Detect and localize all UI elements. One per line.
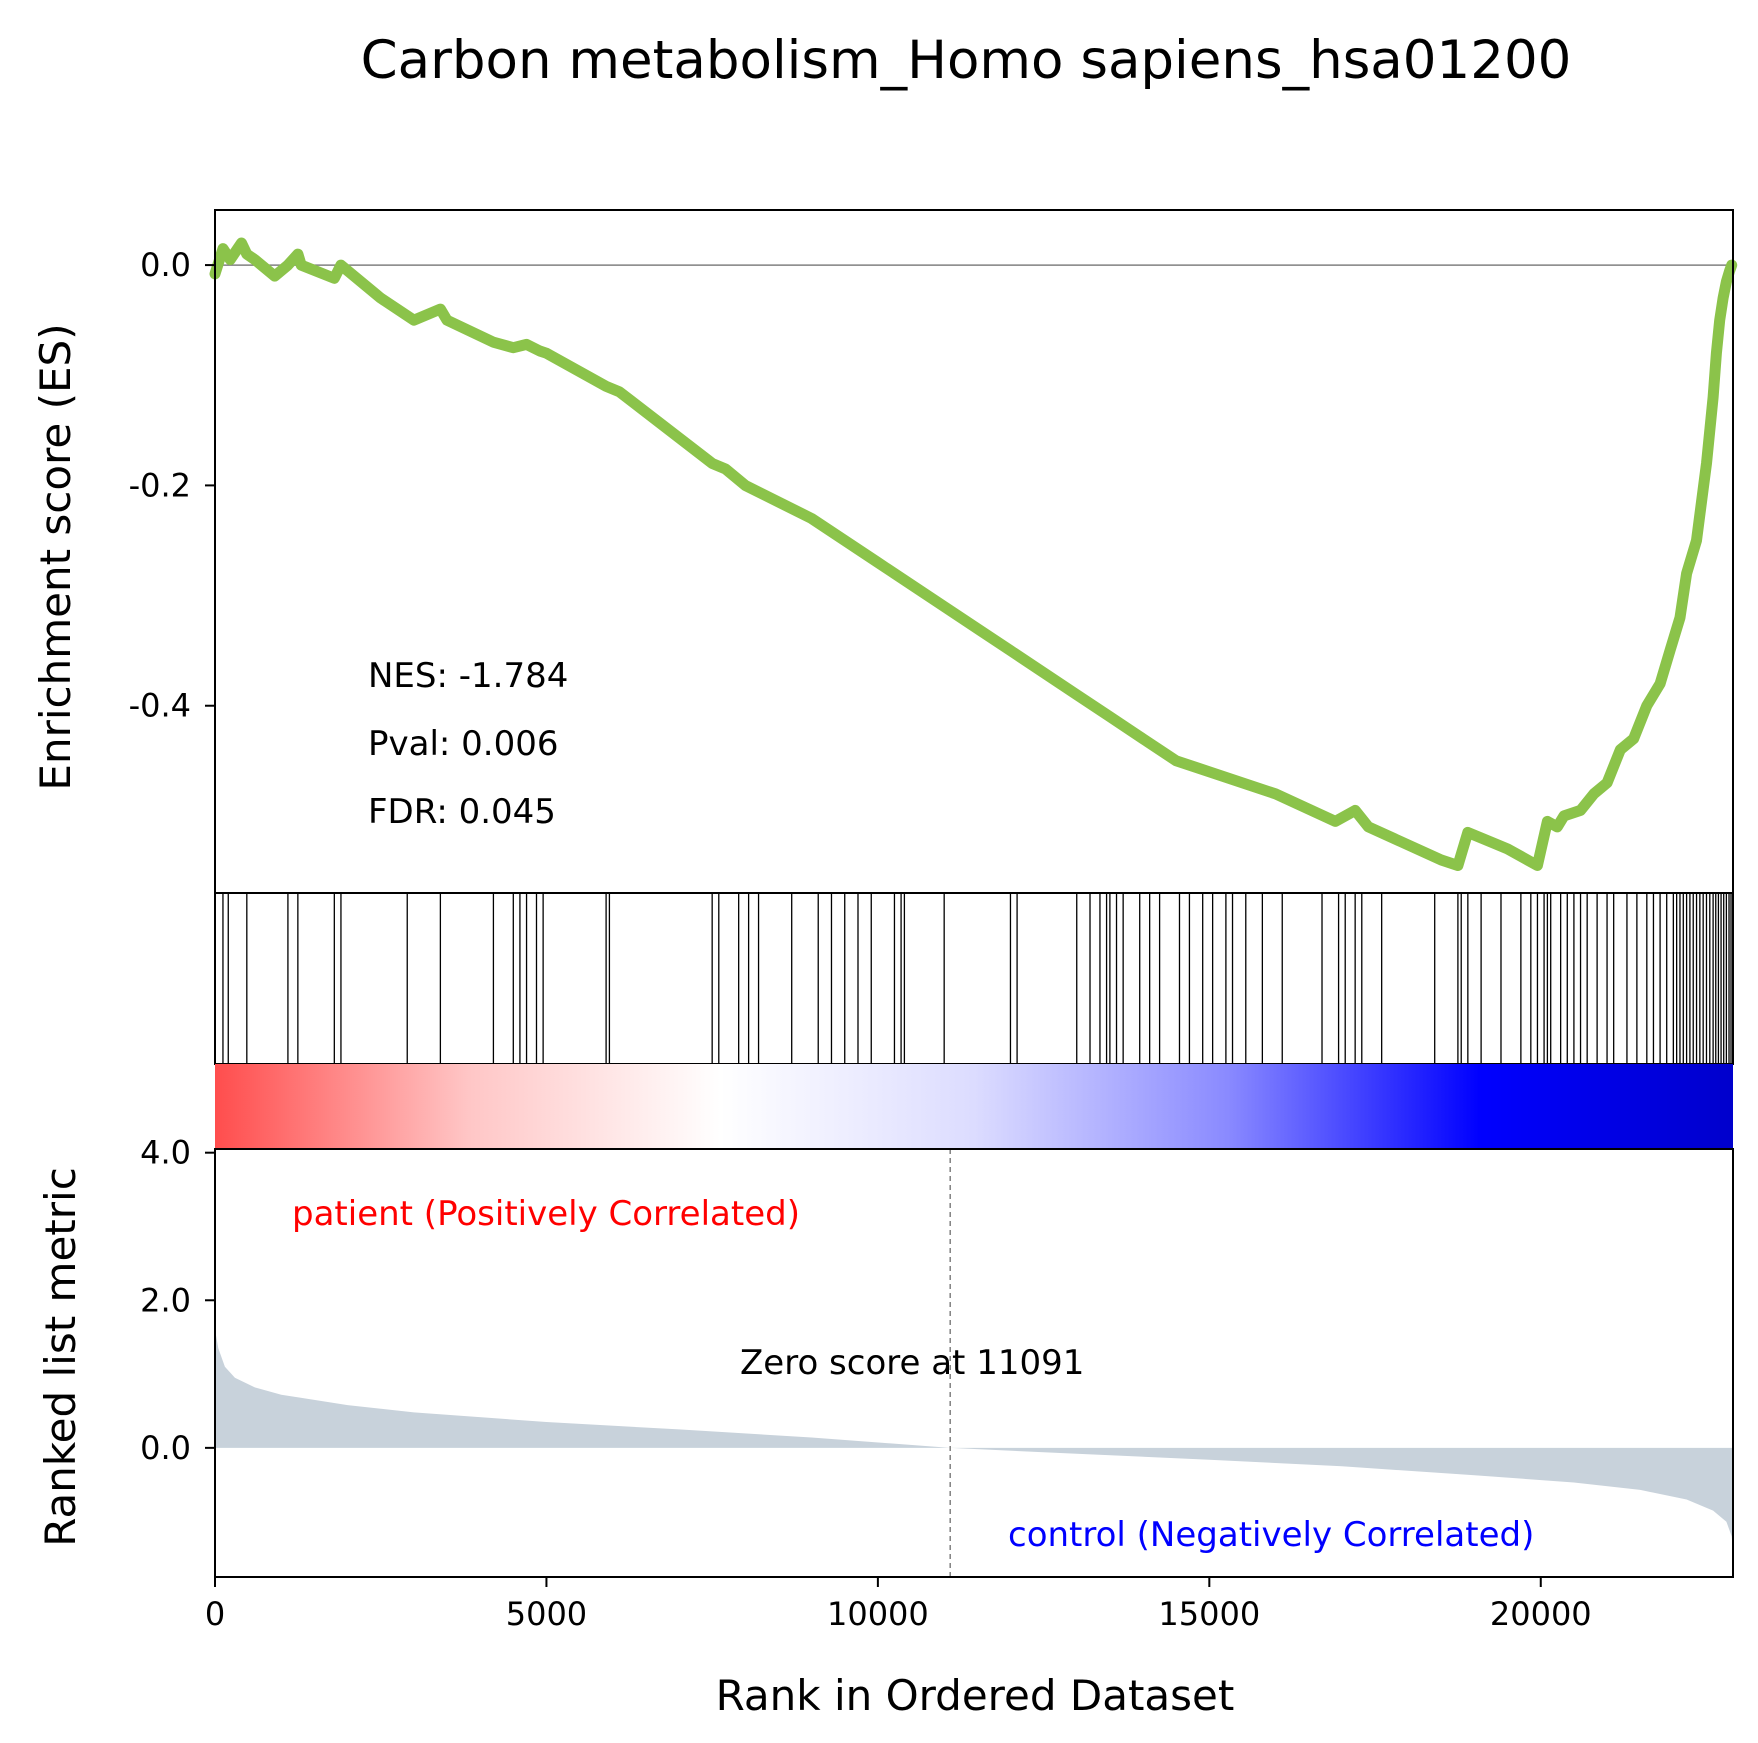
pval-stat: Pval: 0.006 <box>368 724 559 764</box>
metric-yticks: 4.0 2.0 0.0 <box>140 1134 215 1467</box>
metric-axis-label: Ranked list metric <box>36 1167 85 1547</box>
xtick-label: 15000 <box>1158 1595 1260 1633</box>
positive-label: patient (Positively Correlated) <box>292 1194 800 1234</box>
metric-frame <box>214 1148 1734 1578</box>
metric-ytick-label: 2.0 <box>140 1281 191 1319</box>
zero-score-label: Zero score at 11091 <box>740 1343 1084 1383</box>
negative-label: control (Negatively Correlated) <box>1008 1515 1534 1555</box>
rank-gradient-bar <box>215 1064 1733 1149</box>
xtick-label: 10000 <box>827 1595 929 1633</box>
nes-stat: NES: -1.784 <box>368 656 568 696</box>
fdr-stat: FDR: 0.045 <box>368 792 556 832</box>
metric-ytick-label: 0.0 <box>140 1429 191 1467</box>
x-axis-label: Rank in Ordered Dataset <box>716 1671 1235 1720</box>
es-yticks: 0.0 -0.2 -0.4 <box>129 246 215 725</box>
xtick-label: 0 <box>205 1595 225 1633</box>
gradient-panel <box>215 1064 1733 1149</box>
es-curve <box>209 237 1738 871</box>
metric-fill <box>215 1329 1733 1552</box>
es-ytick-label: -0.4 <box>129 687 191 725</box>
hits-frame <box>214 892 1734 1065</box>
hit-lines <box>222 893 1732 1064</box>
enrichment-panel: 0.0 -0.2 -0.4 Enrichment score (ES) NES: -… <box>31 209 1738 894</box>
metric-xticks: 0 5000 10000 15000 20000 <box>205 1577 1592 1633</box>
xtick-label: 20000 <box>1490 1595 1592 1633</box>
xtick-label: 5000 <box>506 1595 587 1633</box>
es-axis-label: Enrichment score (ES) <box>31 323 80 790</box>
chart-title: Carbon metabolism_Homo sapiens_hsa01200 <box>361 30 1572 91</box>
metric-ytick-label: 4.0 <box>140 1134 191 1172</box>
es-ytick-label: -0.2 <box>129 466 191 504</box>
hits-panel <box>214 892 1734 1065</box>
es-ytick-label: 0.0 <box>140 246 191 284</box>
ranked-panel: patient (Positively Correlated) Zero sco… <box>36 1134 1734 1720</box>
